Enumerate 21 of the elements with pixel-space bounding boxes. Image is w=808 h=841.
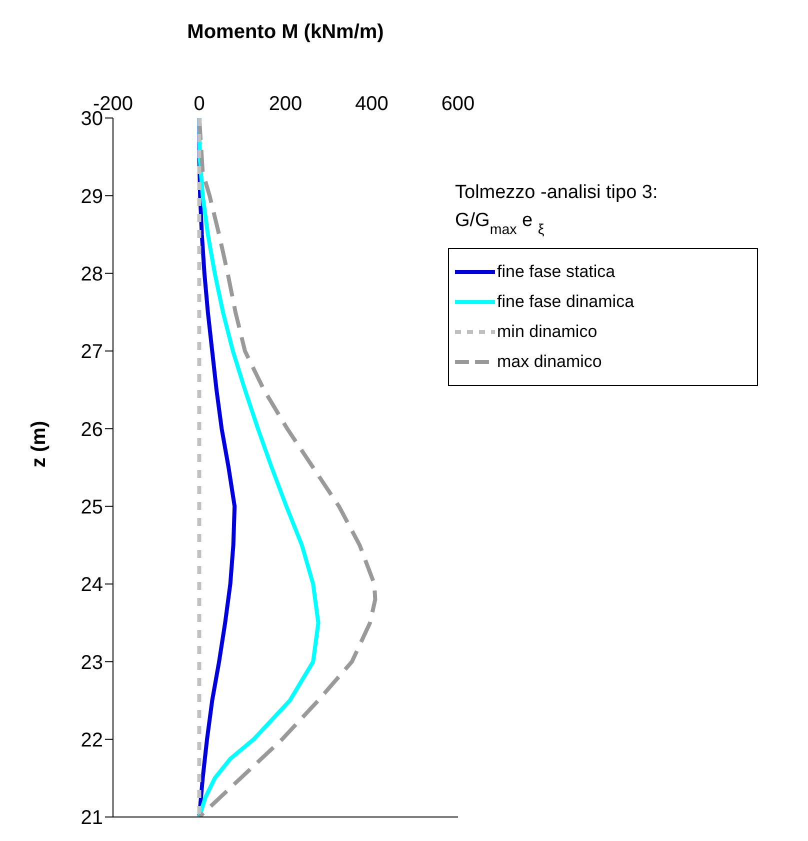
y-tick-label: 28 (80, 263, 103, 286)
y-tick-label: 29 (80, 186, 103, 208)
y-tick-label: 25 (80, 496, 103, 518)
legend-label: fine fase dinamica (497, 291, 634, 313)
annotation: G/G$_{max}$ e $_{ξ}$ (455, 210, 545, 238)
y-tick-label: 24 (80, 574, 103, 596)
x-tick-label: 200 (268, 93, 302, 115)
x-axis-title: Momento M (kNm/m) (187, 21, 384, 43)
legend-label: max dinamico (497, 351, 602, 373)
y-tick-label: 27 (80, 341, 103, 364)
annotation: Tolmezzo -analisi tipo 3: (455, 182, 658, 203)
x-tick-label: 600 (441, 93, 475, 115)
y-axis-title: z (m) (28, 420, 50, 468)
y-tick-label: 21 (80, 807, 103, 830)
y-tick-label: 22 (80, 729, 103, 752)
y-tick-label: 23 (80, 652, 103, 674)
x-tick-label: 400 (355, 93, 388, 115)
legend-label: fine fase statica (497, 261, 616, 283)
x-tick-label: 0 (194, 93, 205, 115)
y-tick-label: 26 (80, 418, 103, 441)
legend-label: min dinamico (497, 321, 598, 343)
